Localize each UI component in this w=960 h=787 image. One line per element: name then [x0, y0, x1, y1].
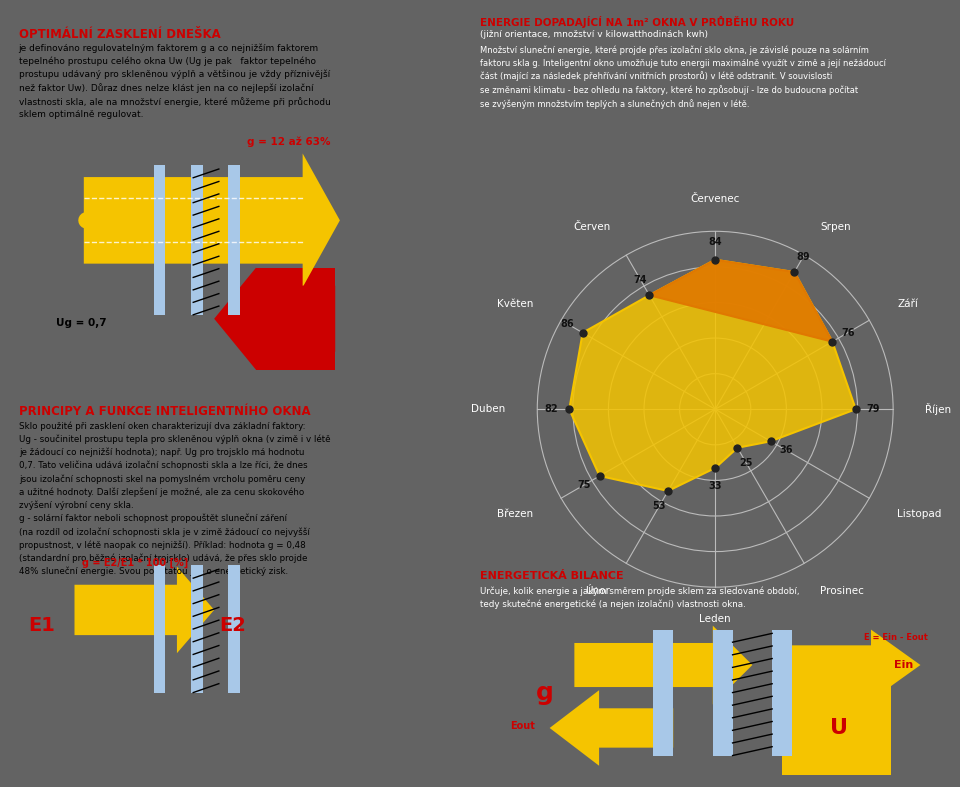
FancyBboxPatch shape	[654, 630, 673, 756]
FancyBboxPatch shape	[191, 565, 203, 693]
Polygon shape	[75, 567, 214, 653]
Text: Duben: Duben	[471, 405, 505, 414]
Text: Sklo použité při zasklení oken charakterizují dva základní faktory:
Ug - součini: Sklo použité při zasklení oken charakter…	[18, 421, 330, 576]
Text: g: g	[536, 681, 554, 704]
Polygon shape	[649, 260, 832, 342]
Polygon shape	[787, 630, 921, 700]
Text: Březen: Březen	[497, 509, 534, 519]
Text: ENERGIE DOPADAJÍCÍ NA 1m² OKNA V PRŮBĚHU ROKU: ENERGIE DOPADAJÍCÍ NA 1m² OKNA V PRŮBĚHU…	[480, 16, 795, 28]
Text: Červenec: Červenec	[690, 194, 740, 205]
Text: 76: 76	[841, 327, 854, 338]
Text: 86: 86	[561, 319, 574, 329]
Text: E1: E1	[29, 616, 56, 635]
Text: 89: 89	[797, 252, 810, 262]
FancyBboxPatch shape	[154, 165, 165, 315]
FancyBboxPatch shape	[256, 268, 335, 370]
Polygon shape	[574, 626, 753, 704]
Text: Únor: Únor	[586, 586, 611, 596]
Text: Květen: Květen	[497, 299, 534, 309]
Text: Určuje, kolik energie a jakým směrem projde sklem za sledované období,
tedy skut: Určuje, kolik energie a jakým směrem pro…	[480, 586, 800, 609]
Polygon shape	[569, 260, 855, 491]
Polygon shape	[214, 268, 335, 370]
FancyBboxPatch shape	[228, 565, 240, 693]
FancyBboxPatch shape	[191, 165, 203, 315]
FancyBboxPatch shape	[782, 681, 891, 775]
Text: 74: 74	[634, 275, 647, 285]
FancyBboxPatch shape	[772, 630, 792, 756]
Polygon shape	[550, 690, 673, 766]
Text: Listopad: Listopad	[897, 509, 942, 519]
Text: Červen: Červen	[573, 223, 611, 232]
Text: Leden: Leden	[700, 614, 731, 624]
Text: E2: E2	[220, 616, 246, 635]
Text: Množství sluneční energie, které projde přes izolační sklo okna, je závislé pouz: Množství sluneční energie, které projde …	[480, 46, 886, 109]
Text: 79: 79	[867, 405, 880, 414]
Text: Říjen: Říjen	[925, 403, 951, 416]
Text: je definováno regulovatelným faktorem g a co nejnižším faktorem
tepelného prostu: je definováno regulovatelným faktorem g …	[18, 43, 330, 120]
Text: 33: 33	[708, 481, 722, 491]
Text: g = E2/E1 * 100 [%]: g = E2/E1 * 100 [%]	[82, 557, 188, 568]
Text: 53: 53	[653, 501, 666, 512]
Text: Ug = 0,7: Ug = 0,7	[56, 318, 107, 327]
Text: 75: 75	[578, 480, 591, 490]
Text: Ein: Ein	[894, 660, 913, 670]
Text: PRINCIPY A FUNKCE INTELIGENTNÍHO OKNA: PRINCIPY A FUNKCE INTELIGENTNÍHO OKNA	[18, 405, 310, 419]
Text: U: U	[829, 718, 848, 738]
Text: E = Ein - Eout: E = Ein - Eout	[864, 633, 927, 642]
Text: Září: Září	[897, 299, 918, 309]
Text: 82: 82	[544, 405, 559, 414]
Text: 25: 25	[739, 458, 753, 468]
FancyBboxPatch shape	[154, 565, 165, 693]
Text: Prosinec: Prosinec	[820, 586, 864, 596]
Text: Srpen: Srpen	[820, 223, 851, 232]
Text: ENERGETICKÁ BILANCE: ENERGETICKÁ BILANCE	[480, 571, 624, 581]
Polygon shape	[84, 153, 340, 287]
Text: (jižní orientace, množství v kilowatthodinách kwh): (jižní orientace, množství v kilowatthod…	[480, 30, 708, 39]
FancyBboxPatch shape	[712, 630, 732, 756]
Text: g = 12 až 63%: g = 12 až 63%	[247, 136, 330, 147]
FancyBboxPatch shape	[228, 165, 240, 315]
Text: 84: 84	[708, 237, 722, 247]
Text: OPTIMÁLNÍ ZASKLENÍ DNEŠKA: OPTIMÁLNÍ ZASKLENÍ DNEŠKA	[18, 28, 221, 41]
Text: Eout: Eout	[510, 721, 535, 730]
Text: 36: 36	[780, 445, 793, 455]
